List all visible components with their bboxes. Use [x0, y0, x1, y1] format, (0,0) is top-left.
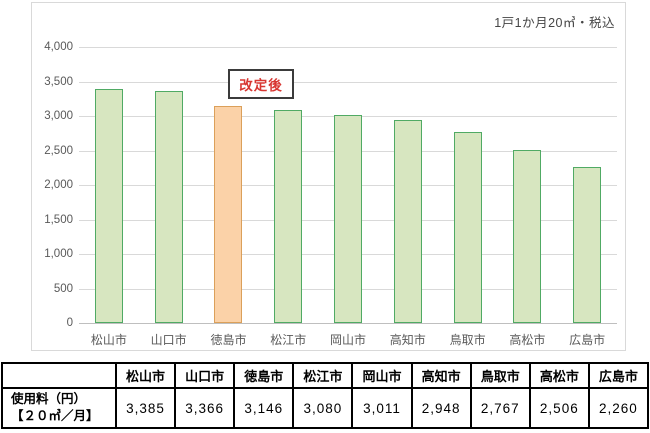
y-tick-label: 1,500	[44, 213, 73, 226]
table-col-header-高知市: 高知市	[410, 362, 472, 389]
table-header-row: 松山市 山口市 徳島市 松江市 岡山市 高知市 鳥取市 高松市 広島市	[1, 362, 650, 389]
table-col-header-鳥取市: 鳥取市	[469, 362, 531, 389]
bar-広島市	[573, 167, 602, 323]
y-tick-label: 2,500	[44, 144, 73, 157]
y-tick-label: 3,500	[44, 75, 73, 88]
x-tick-label-高松市: 高松市	[509, 333, 546, 347]
bar-slot-徳島市	[199, 47, 259, 323]
bar-slot-鳥取市	[438, 47, 498, 323]
bar-松江市	[274, 110, 303, 323]
bar-slot-高松市	[497, 47, 557, 323]
y-tick-label: 3,000	[44, 110, 73, 122]
y-tick-label: 0	[66, 317, 73, 329]
bar-slot-岡山市	[318, 47, 378, 323]
bar-高松市	[513, 150, 542, 323]
fee-value-鳥取市: 2,767	[469, 387, 531, 429]
y-tick-label: 500	[53, 282, 73, 295]
bar-松山市	[94, 89, 123, 323]
usage-fee-table: 松山市 山口市 徳島市 松江市 岡山市 高知市 鳥取市 高松市 広島市 使用料（円） 【２０㎥／月…	[1, 362, 650, 429]
chart-unit-note: 1戸1か月20㎥・税込	[494, 16, 615, 30]
gridline-0	[79, 323, 617, 324]
table-col-header-徳島市: 徳島市	[233, 362, 295, 389]
water-fee-bar-chart: 1戸1か月20㎥・税込 4,000 3,500 3,000 2,500 2,000 1,5…	[31, 2, 626, 351]
table-col-header-松江市: 松江市	[292, 362, 354, 389]
table-col-header-山口市: 山口市	[174, 362, 236, 389]
fee-value-岡山市: 3,011	[351, 387, 413, 429]
x-tick-label-徳島市: 徳島市	[210, 333, 247, 347]
y-tick-label: 4,000	[44, 41, 73, 53]
fee-value-高知市: 2,948	[410, 387, 472, 429]
table-col-header-広島市: 広島市	[587, 362, 650, 389]
revision-annotation-label: 改定後	[239, 78, 283, 93]
table-value-row: 使用料（円） 【２０㎥／月】 3,385 3,366 3,146 3,080 3,011 2,…	[1, 387, 650, 429]
table-col-header-岡山市: 岡山市	[351, 362, 413, 389]
gridline-3,500	[79, 81, 617, 83]
x-tick-label-松山市: 松山市	[90, 333, 127, 347]
bar-slot-松江市	[258, 47, 318, 323]
fee-value-松江市: 3,080	[292, 387, 354, 429]
revision-annotation-box: 改定後	[228, 69, 294, 99]
fee-value-山口市: 3,366	[174, 387, 236, 429]
x-axis-labels: 松山市 山口市 徳島市 松江市 岡山市 高知市 鳥取市 高松市 広島市	[79, 331, 617, 348]
row-header-line1: 使用料（円）	[11, 392, 87, 407]
fee-value-高松市: 2,506	[528, 387, 590, 429]
bar-series	[79, 47, 617, 323]
bar-slot-松山市	[79, 47, 139, 323]
bar-鳥取市	[453, 132, 482, 323]
highlighted-bar-徳島市	[214, 105, 243, 323]
fee-value-松山市: 3,385	[114, 387, 177, 429]
x-tick-label-高知市: 高知市	[389, 333, 426, 347]
bar-slot-山口市	[139, 47, 199, 323]
bar-slot-広島市	[557, 47, 617, 323]
bar-山口市	[154, 90, 183, 323]
bar-slot-高知市	[378, 47, 438, 323]
fee-value-徳島市: 3,146	[233, 387, 295, 429]
x-tick-label-松江市: 松江市	[270, 333, 307, 347]
table-col-header-松山市: 松山市	[114, 362, 177, 389]
table-row-header: 使用料（円） 【２０㎥／月】	[1, 387, 117, 429]
x-tick-label-広島市: 広島市	[569, 333, 606, 347]
bar-岡山市	[334, 115, 363, 323]
gridline-4,000	[79, 47, 617, 48]
table-corner-cell	[1, 362, 117, 389]
x-tick-label-鳥取市: 鳥取市	[449, 333, 486, 347]
plot-area: 松山市 山口市 徳島市 松江市 岡山市 高知市 鳥取市 高松市 広島市	[79, 47, 617, 347]
x-tick-label-岡山市: 岡山市	[330, 333, 367, 347]
row-header-line2: 【２０㎥／月】	[11, 409, 99, 423]
x-tick-label-山口市: 山口市	[150, 333, 187, 347]
y-tick-label: 2,000	[44, 179, 73, 191]
fee-value-広島市: 2,260	[587, 387, 650, 429]
bar-高知市	[393, 119, 422, 323]
y-tick-label: 1,000	[44, 248, 73, 260]
table-col-header-高松市: 高松市	[528, 362, 590, 389]
